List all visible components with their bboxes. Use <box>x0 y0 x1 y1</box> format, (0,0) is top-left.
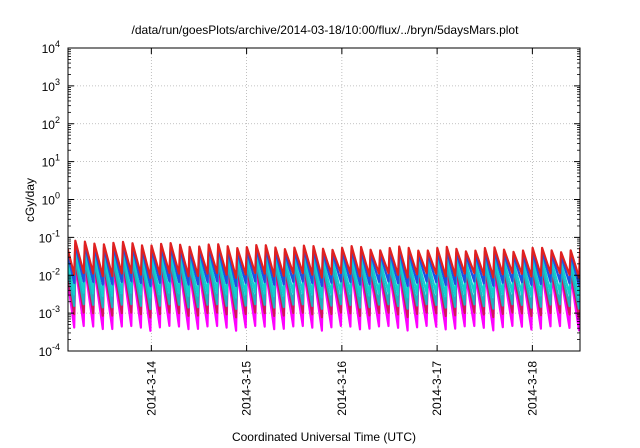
x-tick-label: 2014-3-17 <box>430 361 444 416</box>
x-axis: 2014-3-14 2014-3-15 2014-3-16 2014-3-17 2014… <box>144 48 539 416</box>
x-tick-label: 2014-3-14 <box>144 361 158 416</box>
y-axis: 10-4 10-3 10-2 10-1 100 101 102 103 104 <box>39 39 580 359</box>
y-axis-label: cGy/day <box>23 178 37 222</box>
y-tick-label: 10-2 <box>39 266 60 283</box>
y-tick-label: 10-3 <box>39 304 60 321</box>
y-tick-label: 102 <box>42 115 60 132</box>
x-tick-label: 2014-3-18 <box>525 361 539 416</box>
x-axis-label: Coordinated Universal Time (UTC) <box>232 430 416 444</box>
y-tick-label: 103 <box>42 77 60 94</box>
x-tick-label: 2014-3-15 <box>240 361 254 416</box>
y-tick-label: 104 <box>42 39 60 56</box>
y-tick-label: 101 <box>42 153 60 170</box>
y-tick-label: 100 <box>42 191 60 208</box>
x-tick-label: 2014-3-16 <box>335 361 349 416</box>
y-tick-label: 10-4 <box>39 342 60 359</box>
series-group <box>68 239 580 332</box>
series-line <box>68 239 580 279</box>
chart-title: /data/run/goesPlots/archive/2014-03-18/1… <box>132 23 520 37</box>
y-tick-label: 10-1 <box>39 228 60 245</box>
